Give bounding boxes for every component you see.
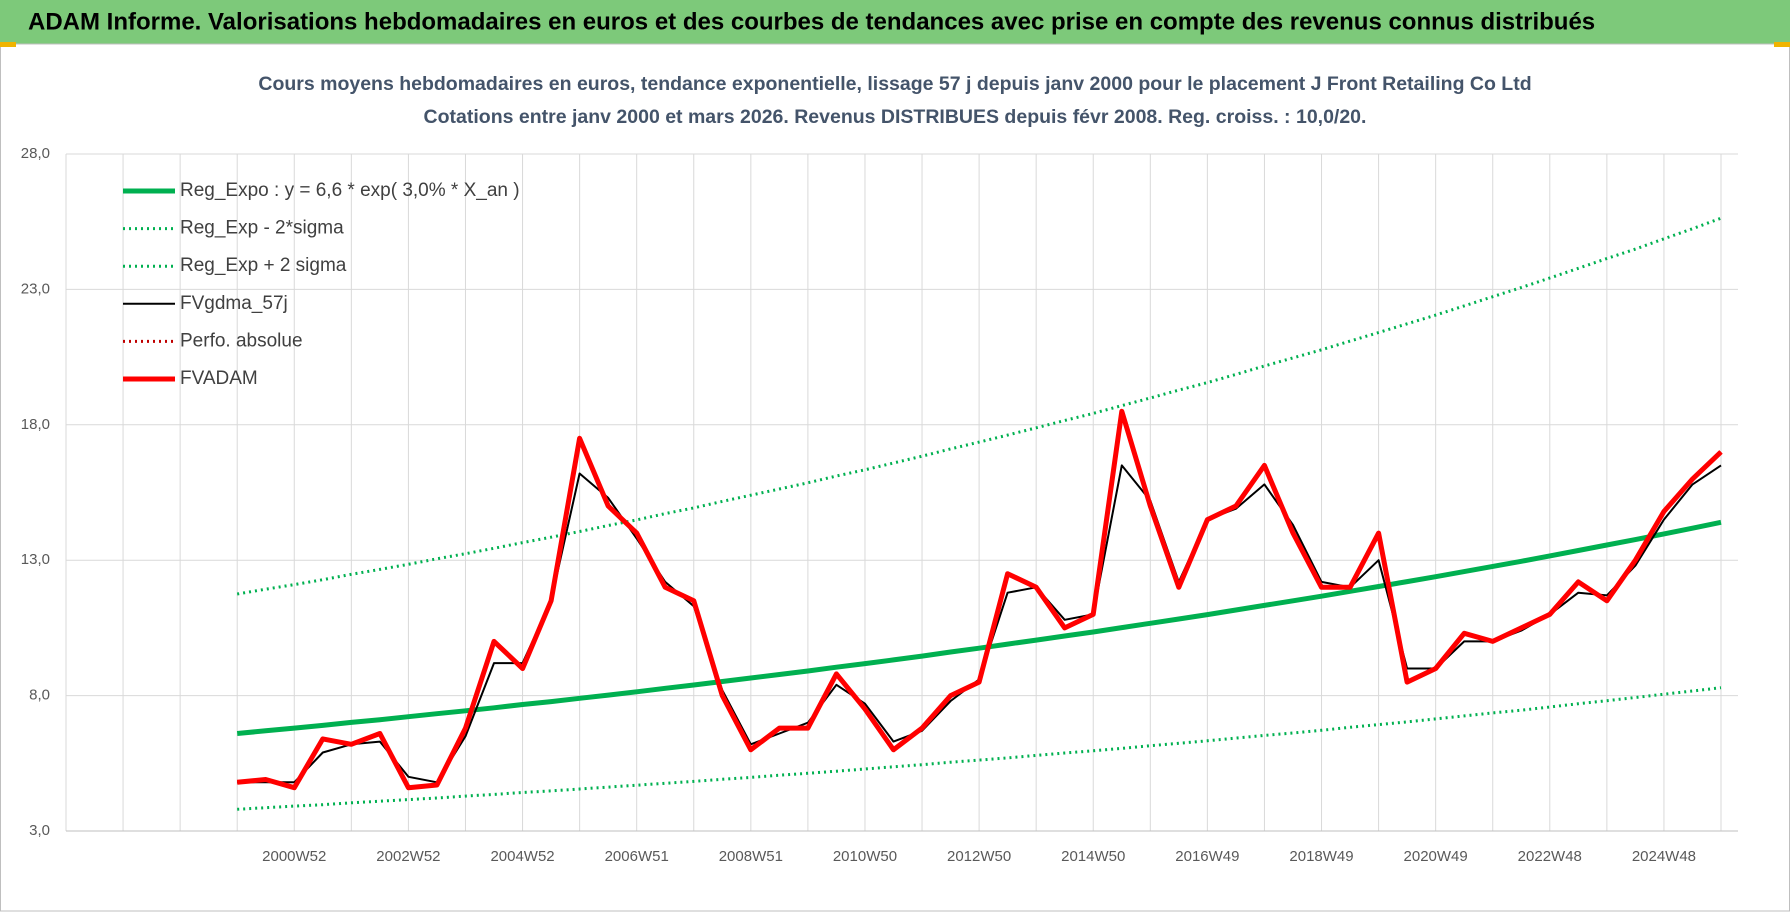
chart-title: Cours moyens hebdomadaires en euros, ten… xyxy=(258,73,1531,95)
corner xyxy=(0,42,16,47)
header-band xyxy=(0,0,1790,44)
x-tick-label: 2014W50 xyxy=(1061,848,1125,865)
y-tick-label: 3,0 xyxy=(29,822,50,839)
x-tick-label: 2000W52 xyxy=(262,848,326,865)
x-tick-label: 2012W50 xyxy=(947,848,1011,865)
series-line xyxy=(236,408,1723,791)
y-tick-label: 18,0 xyxy=(21,416,50,433)
x-tick-label: 2008W51 xyxy=(719,848,783,865)
legend-label: Reg_Expo : y = 6,6 * exp( 3,0% * X_an ) xyxy=(180,180,520,201)
x-tick-label: 2024W48 xyxy=(1632,848,1696,865)
series-line xyxy=(236,216,1722,596)
x-tick-label: 2006W51 xyxy=(605,848,669,865)
x-tick-label: 2002W52 xyxy=(376,848,440,865)
x-tick-label: 2004W52 xyxy=(490,848,554,865)
series-line xyxy=(236,519,1722,736)
x-tick-label: 2010W50 xyxy=(833,848,897,865)
x-tick-label: 2022W48 xyxy=(1518,848,1582,865)
legend-label: Perfo. absolue xyxy=(180,330,303,351)
header-title: ADAM Informe. Valorisations hebdomadaire… xyxy=(28,8,1595,35)
chart-subtitle: Cotations entre janv 2000 et mars 2026. … xyxy=(424,106,1367,128)
legend-label: Reg_Exp + 2 sigma xyxy=(180,255,347,276)
legend-label: Reg_Exp - 2*sigma xyxy=(180,218,344,239)
series-line xyxy=(237,686,1722,811)
y-tick-label: 8,0 xyxy=(29,687,50,704)
y-tick-label: 23,0 xyxy=(21,280,50,297)
y-tick-label: 13,0 xyxy=(21,551,50,568)
x-tick-label: 2018W49 xyxy=(1289,848,1353,865)
legend-label: FVgdma_57j xyxy=(180,293,288,314)
x-tick-label: 2016W49 xyxy=(1175,848,1239,865)
x-tick-label: 2020W49 xyxy=(1404,848,1468,865)
legend-label: FVADAM xyxy=(180,368,258,389)
corner xyxy=(1774,42,1790,47)
y-tick-label: 28,0 xyxy=(21,145,50,162)
